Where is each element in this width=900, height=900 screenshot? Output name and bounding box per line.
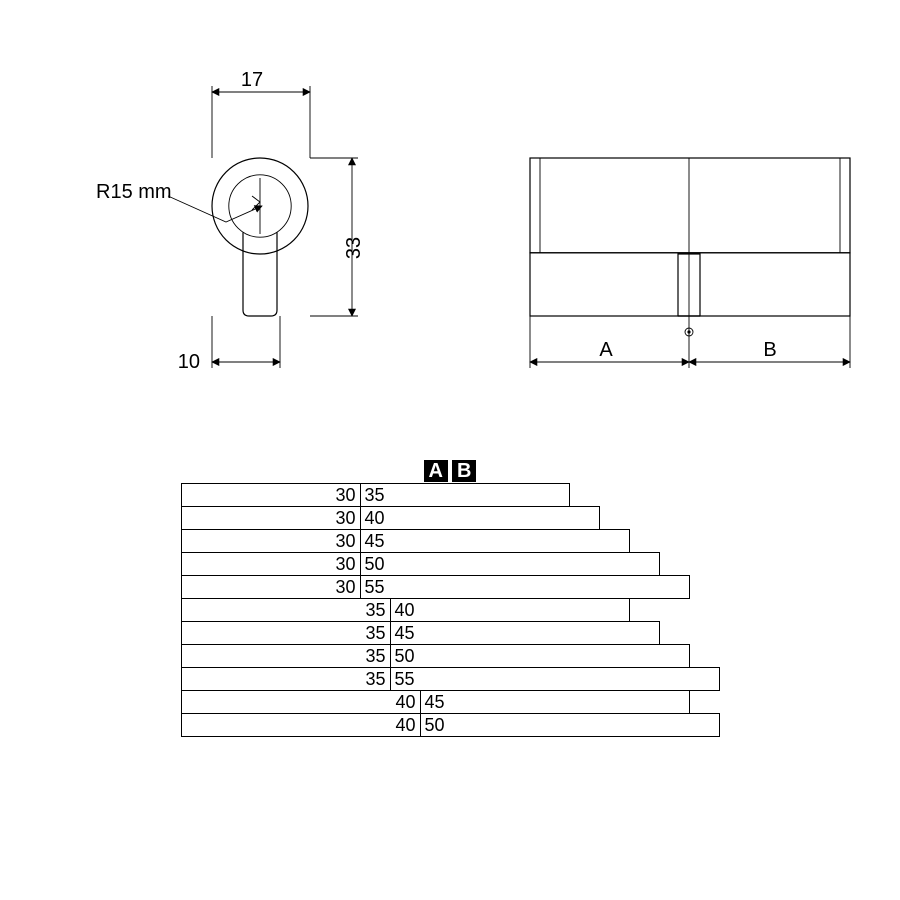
side-upper — [530, 158, 850, 253]
cell-b: 40 — [390, 598, 630, 622]
table-row: 3545 — [181, 621, 720, 645]
cylinder-stem — [243, 232, 277, 316]
radius-label: R15 mm — [96, 181, 172, 203]
cell-b: 50 — [390, 644, 690, 668]
cell-a: 30 — [181, 575, 361, 599]
cell-a: 30 — [181, 529, 361, 553]
dim-height-label: 33 — [343, 237, 365, 259]
cell-b: 55 — [390, 667, 720, 691]
side-lower — [530, 253, 850, 316]
cell-b: 35 — [360, 483, 570, 507]
cell-b: 45 — [420, 690, 690, 714]
cell-a: 30 — [181, 506, 361, 530]
cell-a: 35 — [181, 667, 391, 691]
dim-a-label: A — [599, 339, 613, 361]
table-row: 4050 — [181, 713, 720, 737]
table-row: 3055 — [181, 575, 720, 599]
radius-leader — [168, 196, 262, 222]
cell-b: 50 — [420, 713, 720, 737]
table-row: 3550 — [181, 644, 720, 668]
dim-top-label: 17 — [241, 69, 263, 91]
size-table: A B 303530403045305030553540354535503555… — [0, 460, 900, 737]
table-row: 3050 — [181, 552, 720, 576]
table-row: 4045 — [181, 690, 720, 714]
table-row: 3045 — [181, 529, 720, 553]
table-row: 3035 — [181, 483, 720, 507]
dim-b-label: B — [763, 339, 776, 361]
cell-b: 45 — [360, 529, 630, 553]
cell-a: 40 — [181, 713, 421, 737]
header-b: B — [452, 460, 476, 482]
cell-b: 40 — [360, 506, 600, 530]
cell-a: 35 — [181, 644, 391, 668]
table-row: 3040 — [181, 506, 720, 530]
cell-a: 30 — [181, 483, 361, 507]
table-row: 3555 — [181, 667, 720, 691]
dim-bottom-label: 10 — [178, 351, 200, 373]
cell-b: 55 — [360, 575, 690, 599]
cell-a: 30 — [181, 552, 361, 576]
table-header: A B — [424, 460, 477, 482]
cell-b: 50 — [360, 552, 660, 576]
technical-drawing: 17 33 10 R15 mm A B — [0, 0, 900, 460]
cell-a: 40 — [181, 690, 421, 714]
header-a: A — [424, 460, 448, 482]
cell-a: 35 — [181, 598, 391, 622]
cell-b: 45 — [390, 621, 660, 645]
table-row: 3540 — [181, 598, 720, 622]
cell-a: 35 — [181, 621, 391, 645]
